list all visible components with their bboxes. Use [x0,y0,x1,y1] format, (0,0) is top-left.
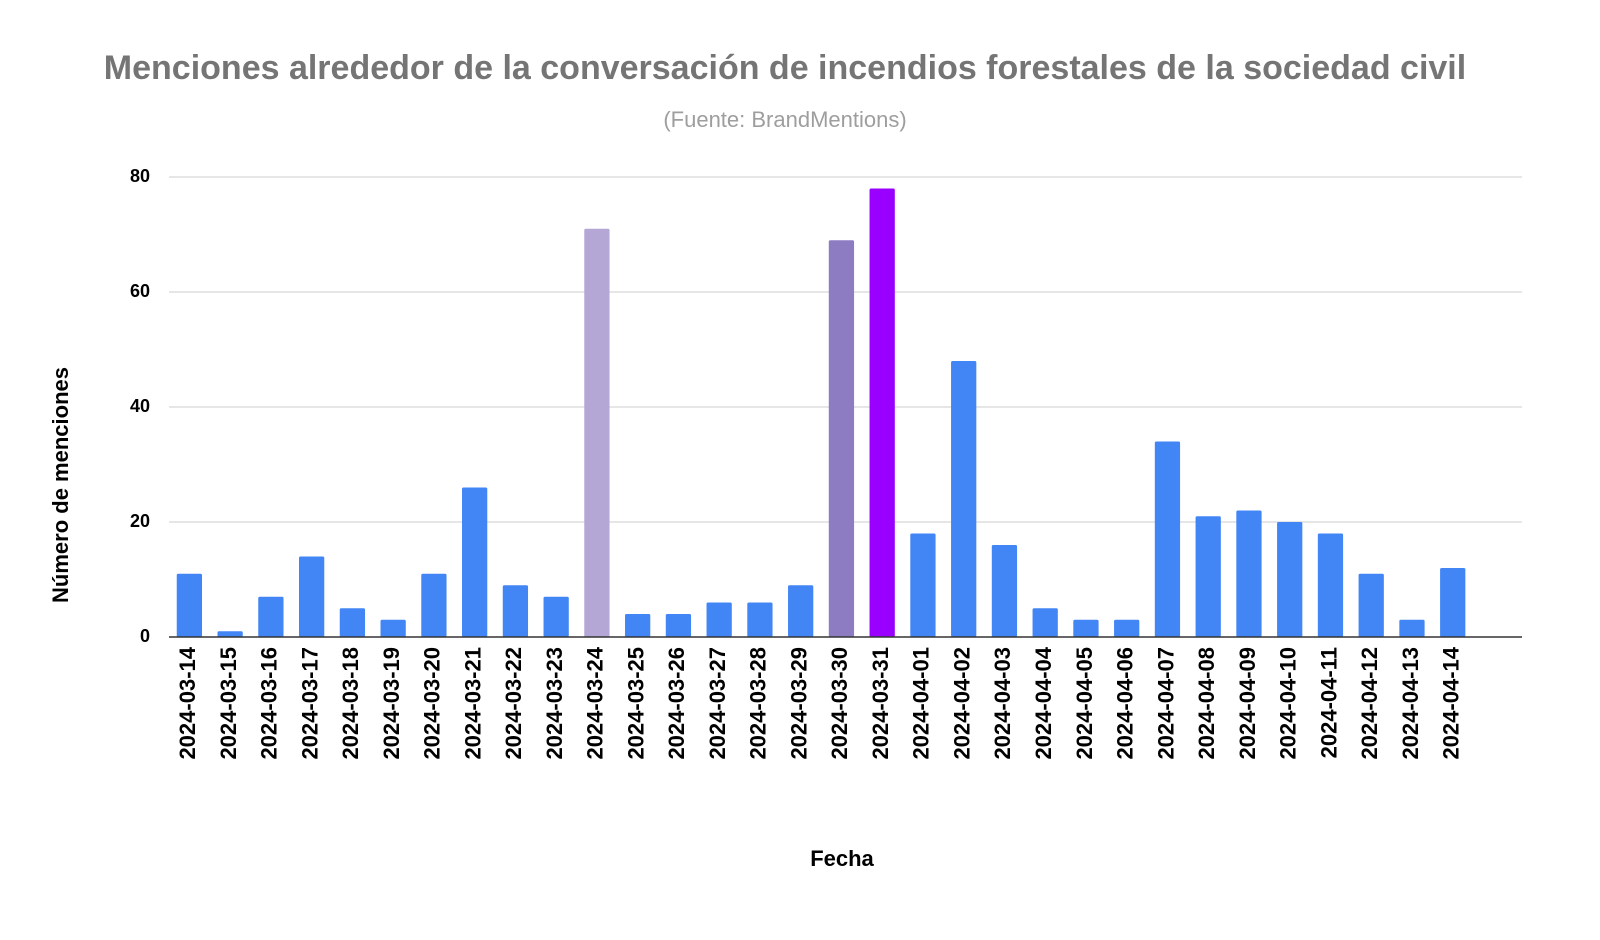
bar [502,585,529,637]
x-tick-label: 2024-03-31 [868,647,893,760]
bar [910,533,936,637]
x-tick-label: 2024-04-09 [1235,647,1260,760]
x-tick-label: 2024-03-23 [542,647,567,760]
x-axis-title: Fecha [810,846,874,871]
bar [625,614,651,637]
x-tick-label: 2024-03-20 [420,647,445,760]
y-tick-label: 0 [140,626,150,646]
x-tick-label: 2024-04-14 [1439,646,1464,759]
x-tick-label: 2024-04-12 [1357,647,1382,760]
x-tick-label: 2024-04-01 [909,647,934,760]
x-tick-label: 2024-03-18 [338,647,363,760]
x-tick-label: 2024-04-08 [1194,647,1219,760]
chart-title: Menciones alrededor de la conversación d… [104,49,1466,87]
bar [828,240,855,637]
x-tick-label: 2024-03-17 [297,647,322,760]
bar [217,631,243,637]
x-tick-label: 2024-04-06 [1113,647,1138,760]
bar [339,608,366,637]
bar [584,228,610,637]
bar [1317,533,1344,637]
x-tick-label: 2024-04-02 [949,647,974,760]
x-tick-label: 2024-04-07 [1153,647,1178,760]
x-tick-label: 2024-04-13 [1398,647,1423,760]
bar [258,596,284,637]
y-tick-label: 80 [130,166,150,186]
bar [1277,522,1303,637]
x-tick-label: 2024-03-26 [664,647,689,760]
y-tick-label: 60 [130,281,150,301]
bar [1358,573,1384,637]
x-tick-label: 2024-03-21 [460,647,485,760]
bar [1073,619,1099,637]
x-tick-label: 2024-04-10 [1276,647,1301,760]
bar [788,585,814,637]
bar [869,188,895,637]
x-tick-label: 2024-03-15 [216,647,241,760]
bar [421,573,447,637]
x-tick-label: 2024-03-25 [623,647,648,760]
bar [1440,568,1466,637]
y-axis-title: Número de menciones [48,367,73,603]
bar [462,487,488,637]
x-tick-label: 2024-04-11 [1316,647,1341,758]
bar [1032,608,1058,637]
bar [176,573,203,637]
x-tick-label: 2024-03-27 [705,647,730,760]
bar [380,619,406,637]
x-tick-label: 2024-03-16 [257,647,282,760]
bar [665,614,692,637]
x-tick-label: 2024-03-29 [786,647,811,760]
x-tick-label: 2024-04-03 [990,647,1015,760]
bar [299,556,325,637]
bar [1195,516,1221,637]
x-tick-label: 2024-03-19 [379,647,404,760]
x-tick-label: 2024-03-22 [501,647,526,760]
bar [1399,619,1425,637]
x-tick-label: 2024-04-04 [1031,646,1056,759]
bar [1236,510,1262,637]
bar [991,545,1018,637]
x-tick-label: 2024-03-30 [827,647,852,760]
x-tick-label: 2024-03-24 [583,646,608,759]
bar [1154,441,1181,637]
bar [1114,619,1140,637]
bar [747,602,773,637]
x-tick-label: 2024-03-14 [175,646,200,759]
bar [543,596,569,637]
chart-subtitle: (Fuente: BrandMentions) [663,107,906,132]
bar [706,602,732,637]
y-tick-label: 40 [130,396,150,416]
y-tick-label: 20 [130,511,150,531]
x-tick-label: 2024-03-28 [746,647,771,760]
bar [951,361,977,637]
x-tick-label: 2024-04-05 [1072,647,1097,760]
